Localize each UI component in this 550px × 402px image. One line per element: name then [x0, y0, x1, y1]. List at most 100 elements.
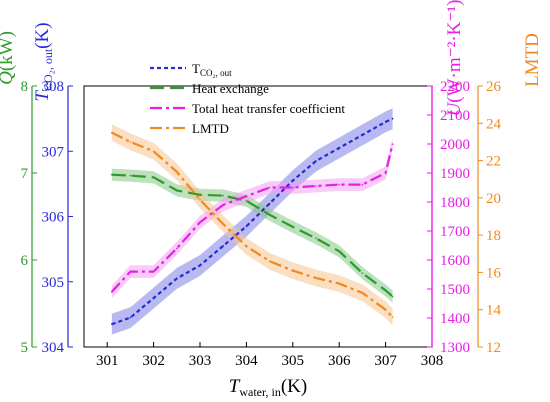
y-tick-label-lmtd-2: 16	[486, 265, 502, 281]
y-tick-label-q-1: 6	[21, 253, 29, 269]
y-tick-label-t-2: 306	[42, 210, 65, 226]
y-tick-label-u-3: 1600	[440, 253, 470, 269]
data-point-3-8	[292, 269, 294, 272]
data-point-2-1	[129, 270, 132, 273]
data-point-0-3	[176, 277, 178, 280]
y-tick-label-t-3: 307	[42, 144, 65, 160]
data-point-3-0	[111, 131, 113, 134]
data-point-1-11	[361, 272, 364, 274]
axis-titles: Q(kW) TCO₂, out(K) U(W·m⁻²·K⁻¹) LMTD Twater,…	[0, 0, 543, 399]
y-tick-label-t-4: 308	[42, 79, 65, 95]
data-point-2-5	[222, 204, 224, 206]
data-point-1-1	[129, 174, 132, 177]
data-point-1-9	[315, 237, 317, 240]
legend-label-3: LMTD	[192, 121, 229, 136]
x-title: Twater, in(K)	[229, 376, 307, 399]
data-point-3-9	[315, 277, 317, 279]
data-point-2-8	[292, 186, 294, 189]
y-tick-label-lmtd-3: 18	[486, 228, 501, 244]
data-point-2-6	[245, 195, 248, 197]
x-tick-label-4: 305	[282, 353, 305, 369]
data-point-1-10	[338, 250, 341, 253]
series-line-0	[111, 117, 394, 326]
data-point-0-7	[268, 202, 271, 205]
y-title-q: Q(kW)	[0, 31, 17, 85]
y-title-t: TCO₂, out(K)	[32, 22, 55, 101]
data-point-0-6	[245, 225, 248, 228]
plot-lines	[110, 117, 394, 326]
y-tick-label-u-9: 2200	[440, 79, 470, 95]
y-tick-label-u-5: 1800	[440, 195, 470, 211]
series-band-3	[111, 124, 393, 326]
data-point-2-3	[176, 247, 178, 250]
data-point-1-12	[384, 289, 387, 292]
data-point-1-8	[292, 226, 294, 228]
data-point-1-13	[391, 295, 394, 298]
data-point-0-8	[292, 179, 294, 182]
data-point-3-7	[268, 260, 271, 263]
data-point-1-6	[245, 200, 248, 202]
y-tick-label-lmtd-5: 22	[486, 154, 501, 170]
x-tick-label-5: 306	[328, 353, 351, 369]
data-point-3-4	[199, 198, 201, 201]
data-point-0-2	[152, 297, 155, 299]
y-tick-label-t-1: 305	[42, 275, 65, 291]
y-tick-label-lmtd-1: 14	[486, 303, 502, 319]
y-tick-label-u-6: 1900	[440, 166, 470, 182]
x-tick-label-1: 302	[142, 353, 165, 369]
y-tick-label-u-1: 1400	[440, 311, 470, 327]
data-point-3-6	[245, 245, 248, 248]
data-point-3-13	[391, 316, 394, 319]
data-point-1-2	[152, 176, 155, 179]
y-title-lmtd: LMTD	[522, 33, 543, 87]
data-point-0-0	[111, 323, 113, 326]
y-tick-label-u-4: 1700	[440, 224, 470, 240]
data-point-0-4	[199, 264, 201, 267]
y-tick-label-u-2: 1500	[440, 282, 470, 298]
legend-label-1: Heat exchange	[192, 81, 269, 96]
data-point-2-2	[152, 270, 155, 273]
series-line-3	[111, 131, 394, 318]
y-tick-label-lmtd-6: 24	[486, 116, 502, 132]
data-point-2-10	[338, 183, 341, 186]
data-point-3-1	[129, 141, 132, 143]
data-point-3-10	[338, 282, 341, 285]
data-point-3-2	[152, 150, 155, 153]
data-point-2-4	[199, 221, 201, 224]
y-title-u: U(W·m⁻²·K⁻¹)	[444, 0, 465, 116]
y-tick-label-q-3: 8	[21, 79, 29, 95]
series-line-2	[110, 143, 394, 293]
y-tick-label-q-0: 5	[21, 340, 29, 356]
data-point-2-11	[361, 183, 364, 186]
legend: TCO₂, out Heat exchange Total heat transfe…	[150, 61, 345, 136]
axes: 301 302 303 304 305 306 307 308 5 6 7 8 304 305 306 307…	[21, 79, 502, 369]
legend-label-2: Total heat transfer coefficient	[192, 101, 345, 116]
legend-label-0: TCO₂, out	[192, 61, 232, 78]
data-point-1-0	[111, 173, 113, 176]
data-point-0-10	[338, 147, 341, 149]
data-point-1-3	[176, 189, 178, 192]
data-point-0-13	[391, 117, 394, 120]
data-point-1-4	[199, 194, 201, 196]
data-point-3-3	[176, 171, 178, 173]
x-tick-label-0: 301	[96, 353, 119, 369]
x-tick-label-6: 307	[374, 353, 397, 369]
data-point-0-5	[222, 245, 224, 247]
data-point-0-9	[315, 160, 317, 162]
series-line-1	[111, 173, 394, 298]
y-tick-label-u-7: 2000	[440, 137, 470, 153]
data-point-0-12	[384, 121, 387, 123]
series-band-1	[111, 168, 393, 303]
x-tick-label-3: 304	[235, 353, 258, 369]
y-tick-label-q-2: 7	[21, 166, 29, 182]
y-tick-label-t-0: 304	[42, 340, 65, 356]
x-tick-label-7: 308	[421, 353, 444, 369]
data-point-3-11	[361, 292, 364, 294]
data-point-1-5	[222, 194, 224, 197]
data-point-2-9	[315, 185, 317, 187]
data-point-2-12	[384, 172, 387, 174]
y-tick-label-u-8: 2100	[440, 108, 470, 124]
y-tick-label-lmtd-7: 26	[486, 79, 502, 95]
data-point-0-1	[129, 316, 132, 319]
